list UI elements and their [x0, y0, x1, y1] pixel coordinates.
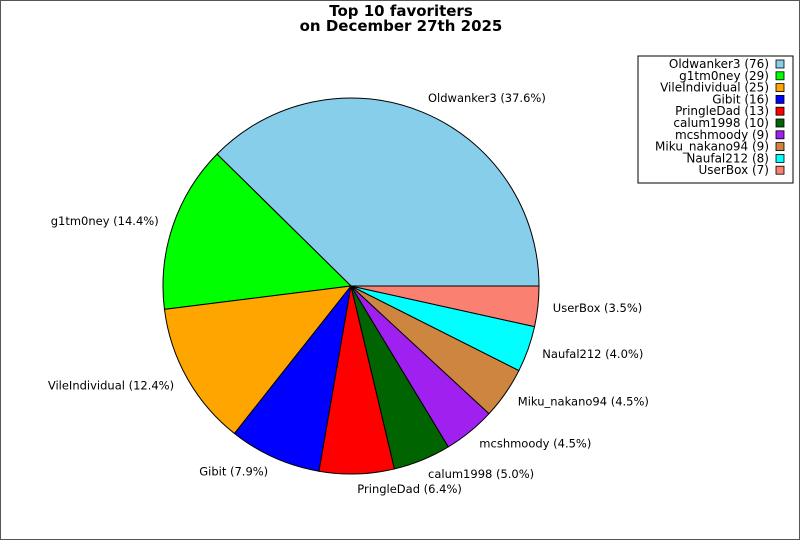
legend-entry-vileindividual: VileIndividual (25): [660, 81, 769, 95]
legend-entry-naufal212: Naufal212 (8): [686, 151, 769, 165]
slice-label-pringledad: PringleDad (6.4%): [357, 482, 462, 496]
pie-slice-labels: Oldwanker3 (37.6%) g1tm0ney (14.4%) VileIn…: [48, 91, 649, 496]
legend-swatch-naufal212: [775, 153, 785, 163]
slice-label-naufal212: Naufal212 (4.0%): [542, 347, 643, 361]
legend-swatch-mcshmoody: [775, 130, 785, 140]
chart-legend: Oldwanker3 (76)g1tm0ney (29)VileIndividu…: [637, 55, 794, 184]
legend-entry-g1tm0ney: g1tm0ney (29): [679, 69, 769, 83]
pie-slice-oldwanker3: [216, 97, 540, 287]
pie-slice-userbox: [350, 285, 540, 328]
legend-entry-gibit: Gibit (16): [712, 92, 769, 106]
slice-label-mcshmoody: mcshmoody (4.5%): [479, 436, 591, 450]
slice-label-oldwanker3: Oldwanker3 (37.6%): [428, 91, 546, 105]
legend-entry-miku-nakano94: Miku_nakano94 (9): [655, 140, 769, 154]
legend-entry-oldwanker3: Oldwanker3 (76): [669, 57, 769, 71]
chart-title-line-1: Top 10 favoriters: [329, 2, 473, 20]
pie-slices: [162, 97, 540, 475]
legend-box: [637, 55, 794, 184]
chart-title-line-2: on December 27th 2025: [300, 17, 503, 35]
legend-entry-mcshmoody: mcshmoody (9): [675, 128, 769, 142]
slice-label-userbox: UserBox (3.5%): [553, 301, 642, 315]
chart-title: Top 10 favoriters on December 27th 2025: [300, 2, 503, 35]
slice-label-gibit: Gibit (7.9%): [199, 464, 268, 478]
slice-label-g1tm0ney: g1tm0ney (14.4%): [51, 214, 159, 228]
legend-swatch-g1tm0ney: [775, 71, 785, 81]
legend-swatch-userbox: [775, 165, 785, 175]
legend-entry-calum1998: calum1998 (10): [673, 116, 769, 130]
legend-swatch-oldwanker3: [775, 59, 785, 69]
pie-slice-vileindividual: [163, 285, 353, 435]
legend-entry-pringledad: PringleDad (13): [675, 104, 769, 118]
legend-entry-userbox: UserBox (7): [699, 163, 769, 177]
legend-swatch-miku-nakano94: [775, 142, 785, 152]
slice-label-vileindividual: VileIndividual (12.4%): [48, 379, 174, 393]
slice-label-miku-nakano94: Miku_nakano94 (4.5%): [518, 395, 649, 409]
pie-slice-g1tm0ney: [162, 153, 353, 310]
pie-slice-gibit: [233, 285, 352, 472]
legend-swatch-gibit: [775, 95, 785, 104]
legend-swatch-vileindividual: [775, 83, 785, 92]
legend-swatch-calum1998: [775, 118, 785, 128]
slice-label-calum1998: calum1998 (5.0%): [428, 467, 534, 481]
legend-swatch-pringledad: [775, 106, 785, 116]
